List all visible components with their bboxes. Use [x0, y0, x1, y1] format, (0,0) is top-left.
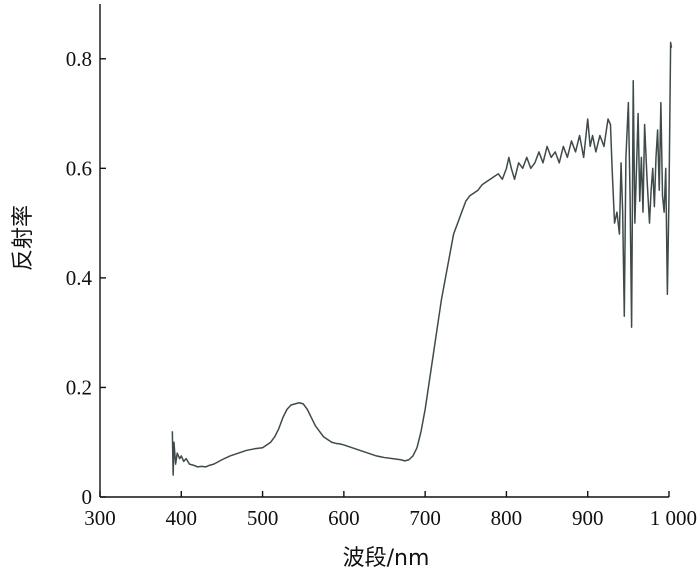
y-axis-label: 反射率 [11, 205, 36, 271]
x-tick-label: 500 [247, 506, 279, 530]
x-axis-label: 波段/nm [343, 546, 430, 571]
series-line-reflectance [171, 41, 673, 476]
x-tick-label: 600 [328, 506, 360, 530]
x-tick-label: 300 [84, 506, 116, 530]
y-axis-ticks: 0 0.2 0.4 0.6 0.8 [66, 47, 106, 509]
y-tick-label: 0.8 [66, 47, 92, 71]
x-tick-label: 400 [166, 506, 198, 530]
y-tick-label: 0 [82, 485, 93, 509]
x-tick-label: 900 [572, 506, 604, 530]
x-tick-label: 800 [491, 506, 523, 530]
x-axis-ticks: 300 400 500 600 700 800 900 1 000 [84, 491, 697, 530]
y-tick-label: 0.6 [66, 156, 92, 180]
x-tick-label: 700 [409, 506, 441, 530]
y-tick-label: 0.4 [66, 266, 93, 290]
x-tick-label: 1 000 [650, 506, 697, 530]
y-tick-label: 0.2 [66, 375, 92, 399]
